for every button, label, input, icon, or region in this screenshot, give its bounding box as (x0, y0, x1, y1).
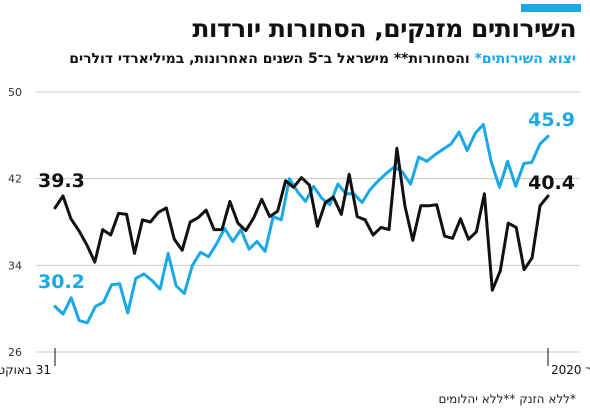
accent-bar (521, 4, 581, 12)
y-tick-label: 42 (8, 173, 22, 186)
chart-title: השירותים מזנקים, הסחורות יורדות (192, 14, 576, 43)
subtitle-goods-part: והסחורות** מישראל ב־5 השנים האחרונות, במ… (69, 51, 475, 67)
chart-subtitle: יצוא השירותים* והסחורות** מישראל ב־5 השנ… (69, 52, 576, 66)
series-lines (53, 123, 550, 325)
series-end-labels: 30.2 45.9 39.3 40.4 (38, 109, 575, 293)
series-services-start-label: 30.2 (38, 271, 85, 293)
y-tick-label: 50 (8, 86, 22, 99)
footnote: *ללא הזנק **ללא יהלומים (438, 392, 577, 406)
gridlines (36, 91, 580, 353)
series-goods-start-label: 39.3 (38, 170, 85, 192)
y-axis-ticks: 26 34 42 50 (8, 86, 22, 359)
series-services-end-label: 45.9 (528, 109, 575, 131)
series-line-goods (53, 146, 550, 292)
y-tick-label: 34 (8, 259, 22, 272)
x-axis: 31 באוקטובר 2015 31 באוקטובר 2020 (0, 348, 590, 377)
y-tick-label: 26 (8, 346, 22, 359)
series-goods-end-label: 40.4 (528, 172, 575, 194)
x-tick-label: 31 באוקטובר 2015 (0, 363, 51, 377)
series-line-services (53, 123, 550, 325)
x-tick-label: 31 באוקטובר 2020 (551, 363, 590, 377)
subtitle-services-part: יצוא השירותים* (474, 51, 576, 67)
